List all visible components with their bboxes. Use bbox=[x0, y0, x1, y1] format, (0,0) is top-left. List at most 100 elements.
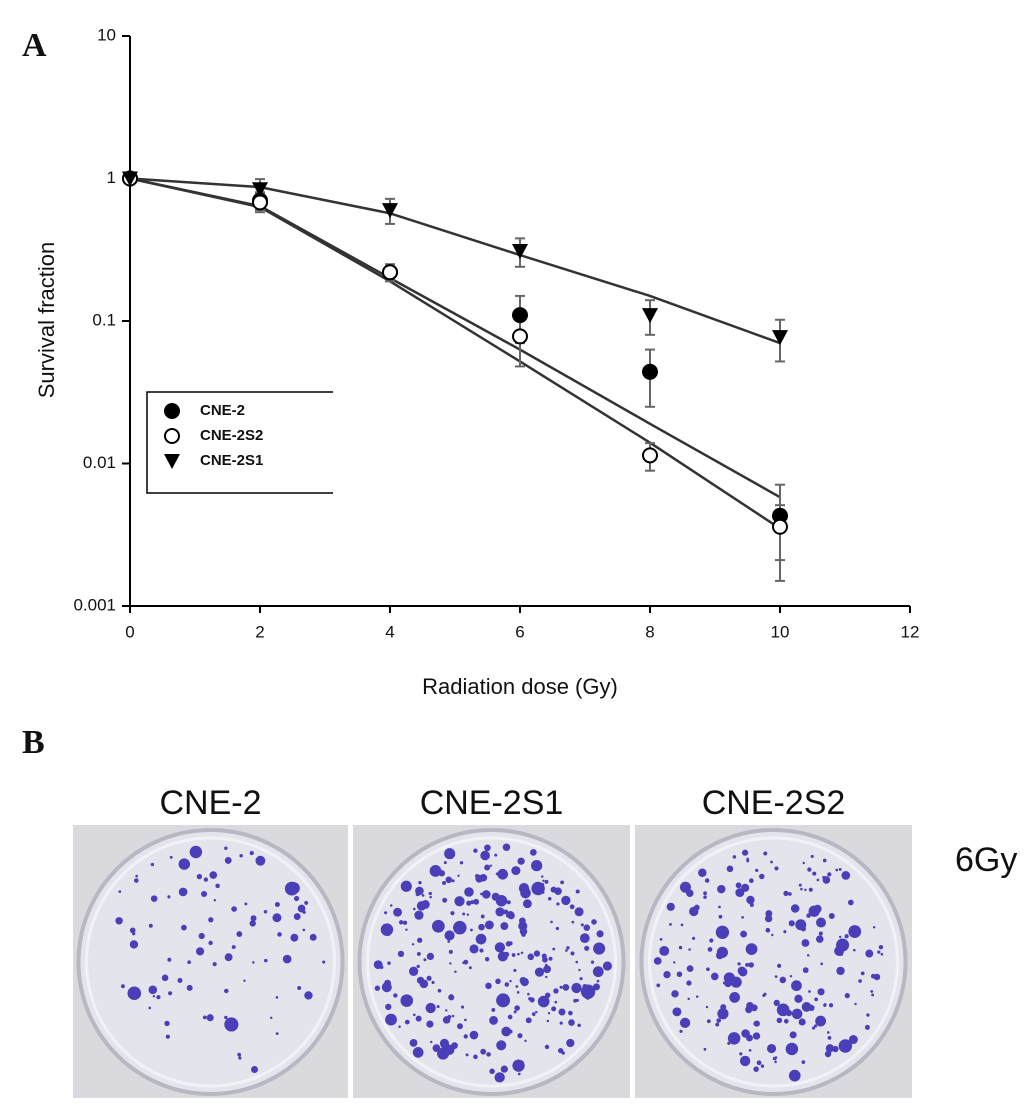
colony bbox=[489, 1015, 498, 1025]
plate-label: CNE-2 bbox=[159, 784, 261, 822]
colony bbox=[820, 962, 824, 966]
colony bbox=[566, 946, 570, 950]
colony bbox=[815, 935, 824, 943]
colony bbox=[502, 843, 511, 852]
colony bbox=[500, 922, 509, 931]
colony bbox=[255, 855, 266, 866]
colony bbox=[534, 967, 545, 977]
colony bbox=[541, 953, 547, 959]
colony bbox=[418, 880, 422, 885]
colony bbox=[765, 910, 773, 918]
colony bbox=[466, 913, 470, 916]
colony bbox=[478, 923, 485, 931]
marker bbox=[642, 447, 658, 464]
colony bbox=[580, 984, 596, 999]
colony bbox=[494, 853, 498, 857]
colony bbox=[864, 1024, 870, 1030]
colony bbox=[827, 1047, 830, 1051]
colony bbox=[448, 949, 453, 954]
x-tick-label: 10 bbox=[771, 622, 790, 641]
colony bbox=[810, 854, 814, 858]
colony bbox=[473, 898, 480, 905]
colony bbox=[531, 1012, 536, 1016]
colony bbox=[423, 958, 427, 962]
colony bbox=[272, 913, 282, 923]
colony bbox=[469, 944, 479, 954]
colony bbox=[469, 1030, 479, 1040]
colony bbox=[698, 868, 707, 877]
colony bbox=[413, 1013, 416, 1017]
marker bbox=[252, 182, 268, 198]
colony bbox=[786, 1009, 790, 1012]
colony bbox=[414, 910, 424, 920]
colony bbox=[463, 1034, 468, 1039]
colony bbox=[745, 962, 750, 967]
colony bbox=[835, 868, 839, 872]
colony bbox=[693, 904, 700, 911]
colony bbox=[823, 1003, 827, 1007]
colony bbox=[451, 1014, 455, 1018]
colony bbox=[309, 933, 317, 941]
colony bbox=[206, 1014, 214, 1022]
colony bbox=[772, 1056, 777, 1061]
colony bbox=[774, 975, 778, 978]
colony bbox=[752, 1032, 761, 1040]
colony bbox=[224, 988, 229, 994]
colony bbox=[556, 902, 560, 906]
colony bbox=[836, 966, 845, 976]
colony bbox=[774, 866, 779, 871]
colony bbox=[872, 925, 876, 929]
colony bbox=[559, 985, 563, 989]
colony bbox=[181, 924, 187, 931]
colony bbox=[252, 961, 255, 964]
colony bbox=[686, 965, 694, 973]
colony bbox=[737, 962, 741, 966]
colony bbox=[783, 1018, 789, 1024]
colony bbox=[447, 940, 451, 943]
colony bbox=[468, 966, 472, 970]
colony bbox=[494, 1072, 505, 1083]
colony bbox=[673, 961, 676, 964]
marker bbox=[252, 194, 268, 211]
colony bbox=[679, 1017, 691, 1029]
colony bbox=[486, 1052, 491, 1057]
colony bbox=[263, 910, 268, 914]
colony bbox=[822, 875, 826, 879]
colony bbox=[571, 982, 582, 994]
colony bbox=[531, 881, 545, 896]
colony bbox=[804, 888, 807, 892]
colony bbox=[416, 901, 427, 911]
colony bbox=[198, 932, 205, 940]
marker bbox=[512, 328, 528, 345]
colony bbox=[579, 977, 583, 981]
colony bbox=[448, 994, 455, 1001]
colony bbox=[517, 857, 525, 865]
colony bbox=[231, 907, 235, 911]
colony bbox=[514, 1005, 520, 1011]
colony bbox=[584, 945, 590, 951]
legend-marker bbox=[164, 428, 180, 444]
colony bbox=[445, 876, 453, 884]
colony bbox=[494, 942, 506, 953]
colony bbox=[742, 849, 749, 856]
colony bbox=[428, 891, 432, 896]
colony bbox=[508, 941, 513, 946]
colony bbox=[274, 901, 280, 908]
colony bbox=[374, 985, 381, 991]
colony bbox=[753, 1066, 759, 1072]
colony bbox=[453, 920, 467, 935]
colony bbox=[715, 1022, 720, 1027]
colony bbox=[500, 1065, 508, 1073]
colony bbox=[504, 951, 510, 957]
colony bbox=[409, 1039, 418, 1047]
colony bbox=[527, 992, 530, 996]
colony bbox=[264, 958, 268, 963]
colony bbox=[164, 1020, 170, 1027]
colony bbox=[574, 907, 584, 917]
colony bbox=[489, 864, 493, 867]
colony bbox=[573, 998, 578, 1003]
colony bbox=[544, 879, 549, 884]
colony bbox=[466, 900, 472, 906]
marker bbox=[122, 171, 138, 187]
colony bbox=[419, 979, 429, 989]
